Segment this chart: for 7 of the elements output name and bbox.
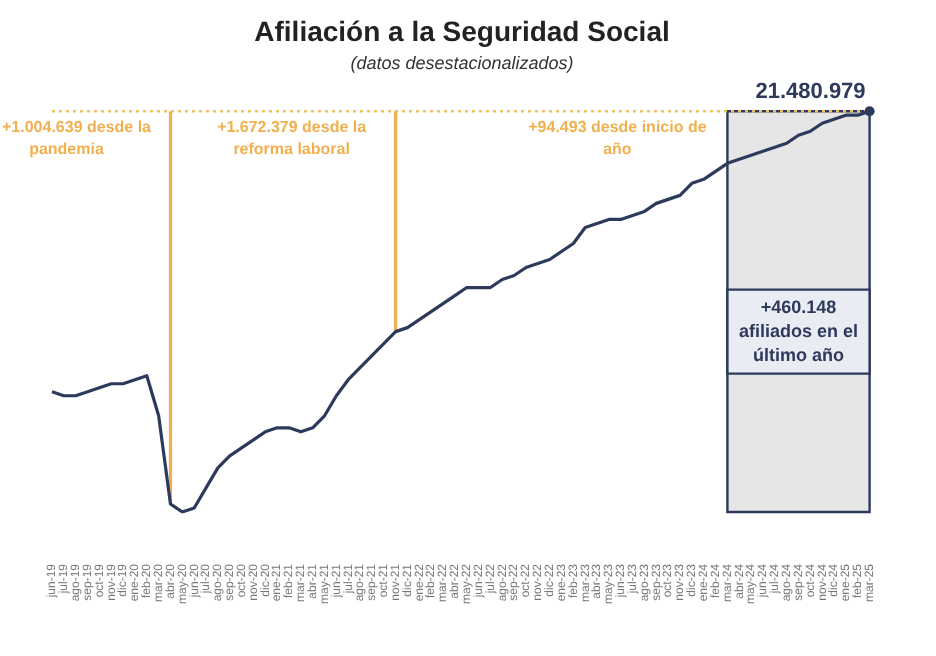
ref-line-label: +1.004.639 desde la pandemia	[2, 117, 153, 158]
chart-subtitle: (datos desestacionalizados)	[350, 53, 574, 74]
band-label: +460.148 afiliados en el último año	[738, 296, 859, 365]
chart-title: Afiliación a la Seguridad Social	[254, 14, 670, 47]
annotation: +94.493 desde inicio de año	[528, 117, 708, 158]
annotation: 21.480.979	[755, 80, 866, 105]
ref-line-label: +1.672.379 desde la reforma laboral	[217, 117, 368, 158]
